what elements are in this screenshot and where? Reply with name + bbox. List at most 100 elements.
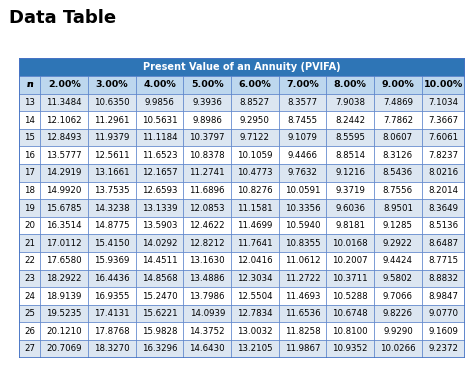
Bar [231, 340, 279, 358]
Text: 13.5903: 13.5903 [142, 221, 177, 230]
Bar [231, 323, 279, 340]
Bar [40, 287, 88, 305]
Bar [327, 305, 374, 323]
Text: 11.2722: 11.2722 [285, 274, 320, 283]
Bar [279, 323, 327, 340]
Text: 9.1216: 9.1216 [335, 168, 365, 177]
Text: 17: 17 [24, 168, 35, 177]
Text: 11.8258: 11.8258 [285, 327, 320, 336]
Text: 8.7455: 8.7455 [288, 115, 318, 124]
Bar [327, 146, 374, 164]
Bar [327, 129, 374, 146]
Text: 7.6061: 7.6061 [428, 133, 458, 142]
Bar [231, 234, 279, 252]
Text: 11.6896: 11.6896 [190, 186, 225, 195]
Bar [40, 323, 88, 340]
Bar [183, 146, 231, 164]
Bar [374, 217, 422, 234]
Text: 16.4436: 16.4436 [94, 274, 130, 283]
Text: 14: 14 [24, 115, 35, 124]
Text: 2.00%: 2.00% [48, 80, 81, 89]
Text: 7.4869: 7.4869 [383, 98, 413, 107]
Text: 9.1079: 9.1079 [288, 133, 318, 142]
Text: 10.3711: 10.3711 [332, 274, 368, 283]
Bar [327, 270, 374, 287]
Bar [40, 76, 88, 93]
Text: 14.0939: 14.0939 [190, 309, 225, 318]
Text: 10.2007: 10.2007 [332, 256, 368, 265]
Text: 10.3356: 10.3356 [285, 204, 320, 212]
Bar [422, 129, 465, 146]
Bar [422, 146, 465, 164]
Bar [327, 340, 374, 358]
Bar [422, 93, 465, 111]
Bar [231, 217, 279, 234]
Bar [40, 340, 88, 358]
Text: 12.1062: 12.1062 [46, 115, 82, 124]
Text: Present Value of an Annuity (PVIFA): Present Value of an Annuity (PVIFA) [143, 62, 340, 72]
Bar [183, 323, 231, 340]
Text: 10.0591: 10.0591 [285, 186, 320, 195]
Text: 7.3667: 7.3667 [428, 115, 458, 124]
Bar [231, 182, 279, 199]
Bar [279, 111, 327, 129]
Text: 9.9856: 9.9856 [145, 98, 174, 107]
Bar [422, 234, 465, 252]
Text: 22: 22 [24, 256, 35, 265]
Bar [231, 305, 279, 323]
Text: 13.7986: 13.7986 [190, 292, 225, 301]
Bar [231, 129, 279, 146]
Bar [136, 164, 183, 182]
Text: 12.5504: 12.5504 [237, 292, 273, 301]
Text: 11.4693: 11.4693 [285, 292, 320, 301]
Text: 9.1285: 9.1285 [383, 221, 413, 230]
Bar [19, 146, 40, 164]
Bar [19, 164, 40, 182]
Text: 27: 27 [24, 345, 35, 353]
Bar [136, 340, 183, 358]
Bar [183, 164, 231, 182]
Bar [19, 340, 40, 358]
Bar [231, 93, 279, 111]
Bar [40, 270, 88, 287]
Text: 14.2919: 14.2919 [46, 168, 82, 177]
Bar [374, 252, 422, 270]
Bar [327, 199, 374, 217]
Text: 9.4424: 9.4424 [383, 256, 413, 265]
Bar [327, 111, 374, 129]
Text: 9.2950: 9.2950 [240, 115, 270, 124]
Bar [422, 164, 465, 182]
Bar [279, 146, 327, 164]
Text: 9.7632: 9.7632 [288, 168, 318, 177]
Text: 10.5940: 10.5940 [285, 221, 320, 230]
Text: 11.2741: 11.2741 [190, 168, 225, 177]
Bar [231, 111, 279, 129]
Bar [374, 93, 422, 111]
Bar [88, 217, 136, 234]
Text: 7.8237: 7.8237 [428, 151, 458, 160]
Text: 9.5802: 9.5802 [383, 274, 413, 283]
Bar [279, 199, 327, 217]
Bar [88, 129, 136, 146]
Bar [136, 252, 183, 270]
Text: 15.4150: 15.4150 [94, 239, 130, 248]
Text: 12.1657: 12.1657 [142, 168, 177, 177]
Text: 11.3484: 11.3484 [46, 98, 82, 107]
Text: 7.7862: 7.7862 [383, 115, 413, 124]
Text: 8.8832: 8.8832 [428, 274, 458, 283]
Text: 10.5631: 10.5631 [142, 115, 177, 124]
Bar [231, 199, 279, 217]
Text: 11.9867: 11.9867 [285, 345, 320, 353]
Text: 4.00%: 4.00% [143, 80, 176, 89]
Bar [422, 287, 465, 305]
Text: 8.3126: 8.3126 [383, 151, 413, 160]
Bar [19, 199, 40, 217]
Text: 5.00%: 5.00% [191, 80, 224, 89]
Text: 14.3238: 14.3238 [94, 204, 130, 212]
Text: 16.3514: 16.3514 [46, 221, 82, 230]
Text: 6.00%: 6.00% [238, 80, 271, 89]
Text: 10.8355: 10.8355 [285, 239, 320, 248]
Bar [183, 111, 231, 129]
Text: 14.6430: 14.6430 [190, 345, 225, 353]
Bar [183, 340, 231, 358]
